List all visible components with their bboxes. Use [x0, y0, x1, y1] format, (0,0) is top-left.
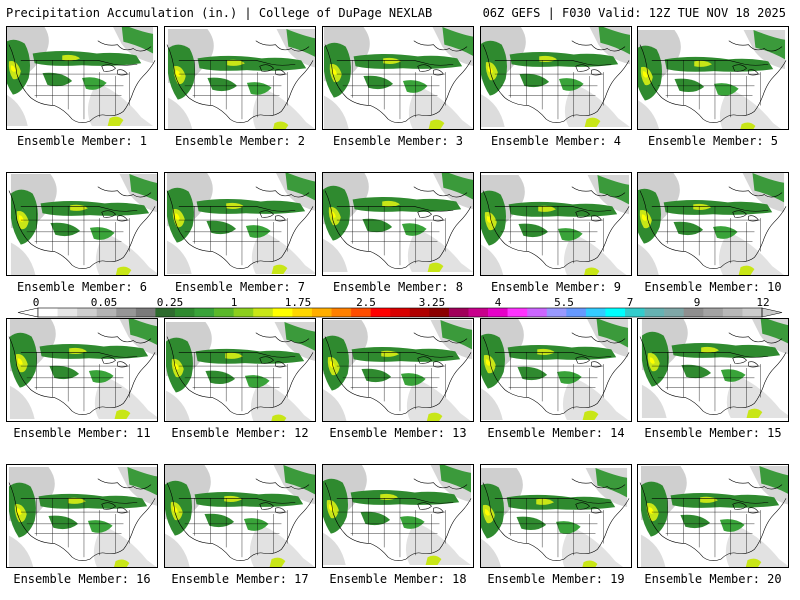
- colorbar-swatch: [585, 308, 606, 317]
- colorbar-tick-label: 4: [495, 296, 502, 309]
- colorbar-tick-label: 7: [627, 296, 634, 309]
- colorbar-swatch: [546, 308, 567, 317]
- member-map-panel: [322, 318, 474, 422]
- member-caption: Ensemble Member: 6: [16, 280, 148, 294]
- member-map-panel: [164, 172, 316, 276]
- colorbar-swatch: [527, 308, 548, 317]
- precip-colorbar: 0 0.05 0.25 1 1.75 2.5 3.25 4 5.5 7 9 12: [17, 296, 783, 318]
- colorbar-swatch: [448, 308, 469, 317]
- member-map-panel: [6, 172, 158, 276]
- colorbar-tick-label: 1.75: [285, 296, 312, 309]
- member-caption: Ensemble Member: 1: [16, 134, 148, 148]
- member-map-panel: [637, 464, 789, 568]
- colorbar-swatch: [703, 308, 724, 317]
- colorbar-swatch: [351, 308, 371, 317]
- member-map-panel: [637, 318, 789, 422]
- colorbar-swatch: [311, 308, 332, 317]
- member-caption: Ensemble Member: 18: [329, 572, 467, 586]
- colorbar-high-arrow: [761, 307, 783, 318]
- colorbar-tick-label: 2.5: [356, 296, 376, 309]
- colorbar-tick-label: 3.25: [419, 296, 446, 309]
- colorbar-swatch: [664, 308, 685, 317]
- colorbar-swatch: [233, 308, 254, 317]
- colorbar-tick-label: 12: [756, 296, 769, 309]
- colorbar-swatch: [272, 308, 293, 317]
- colorbar-swatch: [644, 308, 665, 317]
- map-title: Precipitation Accumulation (in.) | Colle…: [6, 6, 433, 20]
- member-caption: Ensemble Member: 3: [332, 134, 464, 148]
- colorbar-swatch: [292, 308, 313, 317]
- colorbar-swatch: [605, 308, 626, 317]
- colorbar-swatch: [77, 308, 98, 317]
- member-map-panel: [480, 318, 632, 422]
- colorbar-swatch: [625, 308, 645, 317]
- member-caption: Ensemble Member: 2: [174, 134, 306, 148]
- colorbar-swatch: [331, 308, 352, 317]
- member-caption: Ensemble Member: 14: [487, 426, 625, 440]
- colorbar-swatch: [135, 308, 156, 317]
- colorbar-swatch: [409, 308, 430, 317]
- member-caption: Ensemble Member: 11: [13, 426, 151, 440]
- colorbar-swatch: [429, 308, 450, 317]
- colorbar-swatch: [116, 308, 137, 317]
- member-caption: Ensemble Member: 15: [644, 426, 782, 440]
- colorbar-swatch: [722, 308, 743, 317]
- colorbar-swatch: [370, 308, 391, 317]
- member-map-panel: [480, 464, 632, 568]
- member-map-panel: [480, 172, 632, 276]
- member-map-panel: [322, 26, 474, 130]
- member-map-panel: [164, 26, 316, 130]
- colorbar-swatch: [96, 308, 117, 317]
- colorbar-tick-label: 0.25: [157, 296, 184, 309]
- colorbar-swatch: [194, 308, 215, 317]
- member-caption: Ensemble Member: 20: [644, 572, 782, 586]
- colorbar-swatch: [174, 308, 195, 317]
- colorbar-swatch: [155, 308, 176, 317]
- member-caption: Ensemble Member: 13: [329, 426, 467, 440]
- member-caption: Ensemble Member: 5: [647, 134, 779, 148]
- colorbar-tick-label: 0.05: [91, 296, 118, 309]
- member-map-panel: [164, 318, 316, 422]
- colorbar-swatch: [488, 308, 508, 317]
- member-caption: Ensemble Member: 4: [490, 134, 622, 148]
- member-map-panel: [164, 464, 316, 568]
- member-caption: Ensemble Member: 8: [332, 280, 464, 294]
- member-caption: Ensemble Member: 16: [13, 572, 151, 586]
- colorbar-swatch: [507, 308, 528, 317]
- member-map-panel: [480, 26, 632, 130]
- colorbar-tick-label: 1: [231, 296, 238, 309]
- member-caption: Ensemble Member: 12: [171, 426, 309, 440]
- colorbar-swatch: [742, 308, 763, 317]
- member-caption: Ensemble Member: 7: [174, 280, 306, 294]
- colorbar-swatch: [214, 308, 234, 317]
- member-map-panel: [6, 26, 158, 130]
- member-caption: Ensemble Member: 10: [644, 280, 782, 294]
- member-map-panel: [637, 26, 789, 130]
- colorbar-tick-label: 0: [33, 296, 40, 309]
- colorbar-swatch: [683, 308, 704, 317]
- member-map-panel: [6, 318, 158, 422]
- member-map-panel: [322, 464, 474, 568]
- member-caption: Ensemble Member: 19: [487, 572, 625, 586]
- colorbar-swatch: [468, 308, 489, 317]
- member-map-panel: [637, 172, 789, 276]
- member-map-panel: [6, 464, 158, 568]
- member-map-panel: [322, 172, 474, 276]
- colorbar-tick-label: 9: [694, 296, 701, 309]
- run-info: 06Z GEFS | F030 Valid: 12Z TUE NOV 18 20…: [482, 6, 786, 20]
- colorbar-swatch: [57, 308, 78, 317]
- member-caption: Ensemble Member: 9: [490, 280, 622, 294]
- member-caption: Ensemble Member: 17: [171, 572, 309, 586]
- colorbar-tick-label: 5.5: [554, 296, 574, 309]
- colorbar-low-arrow: [17, 307, 39, 318]
- colorbar-swatch: [390, 308, 411, 317]
- colorbar-swatch: [566, 308, 587, 317]
- colorbar-swatch: [38, 308, 58, 317]
- colorbar-swatch: [253, 308, 274, 317]
